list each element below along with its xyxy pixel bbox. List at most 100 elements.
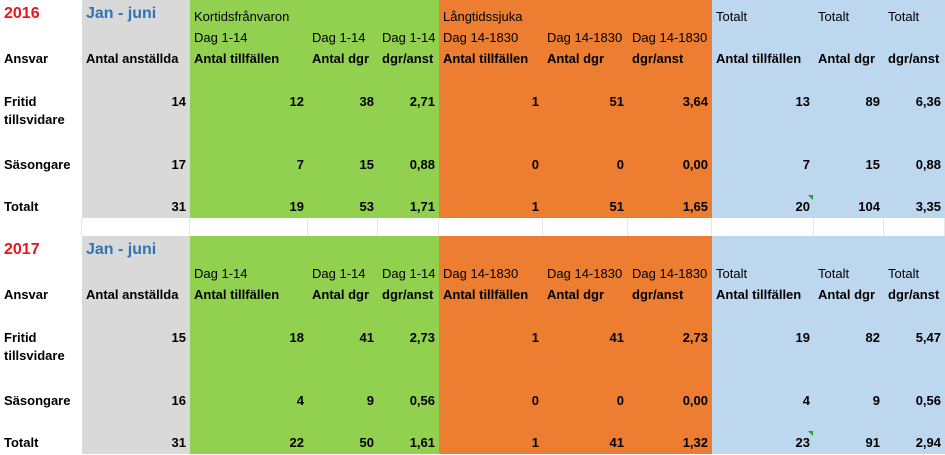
sub-header: Dag 14-1830 bbox=[632, 30, 708, 45]
column-band bbox=[82, 236, 190, 454]
table-cell[interactable]: 2,71 bbox=[409, 94, 435, 109]
column-header: Antal dgr bbox=[312, 51, 370, 66]
column-header: Antal anställda bbox=[86, 51, 179, 66]
column-header: Antal dgr bbox=[312, 287, 370, 302]
year-label: 2017 bbox=[4, 241, 40, 258]
table-cell[interactable]: 23 bbox=[795, 435, 810, 450]
table-cell[interactable]: 104 bbox=[858, 199, 880, 214]
row-label: Totalt bbox=[4, 199, 39, 214]
sub-header: Dag 1-14 bbox=[312, 30, 366, 45]
table-cell[interactable]: 3,35 bbox=[915, 199, 941, 214]
column-header: Ansvar bbox=[4, 287, 49, 302]
table-cell[interactable]: 1 bbox=[531, 330, 539, 345]
table-cell[interactable]: 14 bbox=[171, 94, 186, 109]
table-cell[interactable]: 51 bbox=[609, 94, 624, 109]
table-cell[interactable]: 1,61 bbox=[409, 435, 435, 450]
row-label: Säsongare bbox=[4, 393, 71, 408]
table-cell[interactable]: 2,94 bbox=[915, 435, 941, 450]
column-band bbox=[884, 236, 945, 454]
table-cell[interactable]: 4 bbox=[296, 393, 304, 408]
table-cell[interactable]: 19 bbox=[795, 330, 810, 345]
column-band bbox=[814, 0, 884, 218]
table-cell[interactable]: 7 bbox=[296, 157, 304, 172]
column-band bbox=[884, 0, 945, 218]
table-cell[interactable]: 0,88 bbox=[409, 157, 435, 172]
group-header-total: Totalt bbox=[818, 266, 850, 281]
table-cell[interactable]: 89 bbox=[865, 94, 880, 109]
table-cell[interactable]: 4 bbox=[802, 393, 810, 408]
sub-header: Dag 14-1830 bbox=[443, 266, 519, 281]
table-cell[interactable]: 9 bbox=[872, 393, 880, 408]
table-cell[interactable]: 0,00 bbox=[682, 393, 708, 408]
table-cell[interactable]: 12 bbox=[289, 94, 304, 109]
table-cell[interactable]: 91 bbox=[865, 435, 880, 450]
table-cell[interactable]: 7 bbox=[802, 157, 810, 172]
column-header: Antal tillfällen bbox=[716, 287, 802, 302]
column-band bbox=[439, 236, 543, 454]
table-cell[interactable]: 0,00 bbox=[682, 157, 708, 172]
table-cell[interactable]: 51 bbox=[609, 199, 624, 214]
table-cell[interactable]: 5,47 bbox=[915, 330, 941, 345]
table-cell[interactable]: 2,73 bbox=[409, 330, 435, 345]
column-header: Antal tillfällen bbox=[194, 287, 280, 302]
table-cell[interactable]: 3,64 bbox=[682, 94, 708, 109]
table-cell[interactable]: 41 bbox=[359, 330, 374, 345]
gridline bbox=[439, 218, 543, 236]
table-cell[interactable]: 0 bbox=[531, 157, 539, 172]
table-cell[interactable]: 0 bbox=[616, 157, 624, 172]
table-cell[interactable]: 0,56 bbox=[409, 393, 435, 408]
year-label: 2016 bbox=[4, 5, 40, 22]
table-cell[interactable]: 0 bbox=[531, 393, 539, 408]
table-cell[interactable]: 31 bbox=[171, 435, 186, 450]
table-cell[interactable]: 1,71 bbox=[409, 199, 435, 214]
gridline bbox=[82, 218, 190, 236]
column-band bbox=[308, 236, 378, 454]
table-cell[interactable]: 13 bbox=[795, 94, 810, 109]
table-cell[interactable]: 1,32 bbox=[682, 435, 708, 450]
row-label: tillsvidare bbox=[4, 112, 65, 127]
column-header: Antal dgr bbox=[818, 287, 876, 302]
table-cell[interactable]: 41 bbox=[609, 330, 624, 345]
table-cell[interactable]: 1,65 bbox=[682, 199, 708, 214]
group-header-long: Långtidssjuka bbox=[443, 9, 523, 24]
table-cell[interactable]: 22 bbox=[289, 435, 304, 450]
table-cell[interactable]: 0,88 bbox=[915, 157, 941, 172]
table-cell[interactable]: 20 bbox=[795, 199, 810, 214]
table-cell[interactable]: 1 bbox=[531, 435, 539, 450]
column-band bbox=[628, 236, 712, 454]
table-cell[interactable]: 0,56 bbox=[915, 393, 941, 408]
gridline bbox=[0, 218, 82, 236]
sub-header: Dag 1-14 bbox=[194, 30, 248, 45]
table-cell[interactable]: 17 bbox=[171, 157, 186, 172]
table-cell[interactable]: 53 bbox=[359, 199, 374, 214]
column-header: Antal dgr bbox=[547, 51, 605, 66]
table-cell[interactable]: 50 bbox=[359, 435, 374, 450]
gridline bbox=[378, 218, 439, 236]
group-header-total: Totalt bbox=[888, 266, 920, 281]
table-cell[interactable]: 41 bbox=[609, 435, 624, 450]
table-cell[interactable]: 6,36 bbox=[915, 94, 941, 109]
column-band bbox=[543, 0, 628, 218]
table-cell[interactable]: 2,73 bbox=[682, 330, 708, 345]
column-band bbox=[712, 0, 814, 218]
column-header: Antal tillfällen bbox=[194, 51, 280, 66]
table-cell[interactable]: 82 bbox=[865, 330, 880, 345]
table-cell[interactable]: 1 bbox=[531, 199, 539, 214]
table-cell[interactable]: 1 bbox=[531, 94, 539, 109]
table-cell[interactable]: 16 bbox=[171, 393, 186, 408]
column-band bbox=[814, 236, 884, 454]
table-cell[interactable]: 9 bbox=[366, 393, 374, 408]
table-cell[interactable]: 19 bbox=[289, 199, 304, 214]
column-band bbox=[378, 0, 439, 218]
table-cell[interactable]: 38 bbox=[359, 94, 374, 109]
table-cell[interactable]: 15 bbox=[865, 157, 880, 172]
table-cell[interactable]: 15 bbox=[171, 330, 186, 345]
gridline bbox=[884, 218, 945, 236]
table-cell[interactable]: 18 bbox=[289, 330, 304, 345]
table-cell[interactable]: 15 bbox=[359, 157, 374, 172]
column-header: dgr/anst bbox=[632, 287, 684, 302]
table-cell[interactable]: 0 bbox=[616, 393, 624, 408]
table-cell[interactable]: 31 bbox=[171, 199, 186, 214]
column-header: dgr/anst bbox=[382, 51, 434, 66]
sub-header: Dag 14-1830 bbox=[547, 30, 623, 45]
